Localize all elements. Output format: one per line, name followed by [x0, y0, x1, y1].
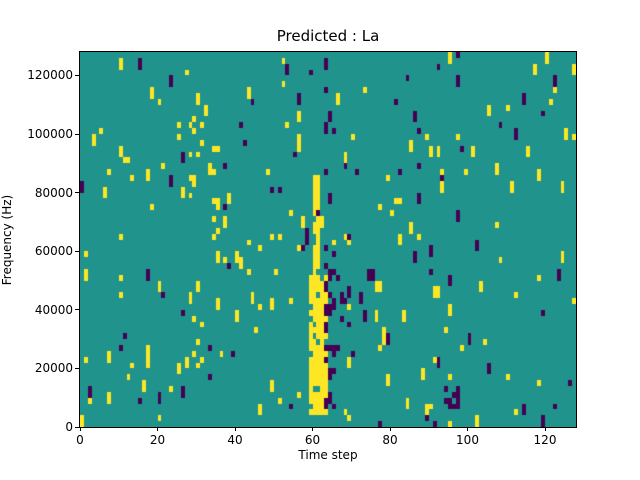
x-tick-label: 20: [149, 433, 166, 447]
y-tick-label: 40000: [34, 302, 73, 317]
y-tick-mark: [75, 309, 79, 311]
chart-title: Predicted : La: [276, 27, 380, 45]
x-tick-label: 100: [456, 433, 479, 447]
y-tick-mark: [75, 133, 79, 135]
heatmap-plot: [80, 52, 576, 427]
x-tick-mark: [389, 427, 391, 431]
x-tick-mark: [312, 427, 313, 431]
y-tick-label: 0: [65, 420, 73, 434]
x-tick-label: 60: [304, 433, 321, 447]
x-tick-mark: [467, 427, 468, 431]
y-tick-label: 80000: [34, 185, 73, 200]
x-tick-mark: [79, 427, 81, 431]
x-tick-label: 80: [382, 433, 398, 447]
y-tick-mark: [75, 192, 79, 194]
x-tick-mark: [234, 427, 236, 431]
y-tick-label: 100000: [27, 127, 73, 142]
y-tick-mark: [75, 367, 79, 369]
x-tick-mark: [157, 427, 158, 431]
y-tick-label: 20000: [34, 361, 73, 376]
x-tick-label: 120: [533, 433, 557, 447]
y-tick-mark: [75, 74, 79, 76]
y-tick-label: 120000: [27, 68, 73, 83]
x-tick-label: 40: [227, 433, 243, 447]
y-tick-label: 60000: [34, 244, 73, 259]
y-tick-mark: [75, 250, 79, 252]
x-tick-label: 0: [76, 433, 84, 447]
y-tick-mark: [75, 426, 79, 428]
x-tick-mark: [544, 427, 546, 431]
x-axis-label: Time step: [298, 448, 358, 462]
y-axis-label: Frequency (Hz): [0, 194, 14, 286]
